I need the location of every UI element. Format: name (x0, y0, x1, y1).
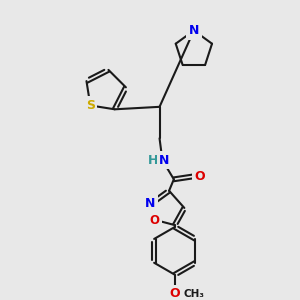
Text: N: N (145, 197, 155, 210)
Text: CH₃: CH₃ (183, 289, 204, 299)
Text: O: O (150, 214, 160, 227)
Text: O: O (169, 287, 180, 300)
Text: O: O (194, 170, 205, 183)
Text: N: N (159, 154, 169, 167)
Text: S: S (86, 99, 95, 112)
Text: H: H (148, 154, 158, 167)
Text: N: N (189, 24, 199, 37)
